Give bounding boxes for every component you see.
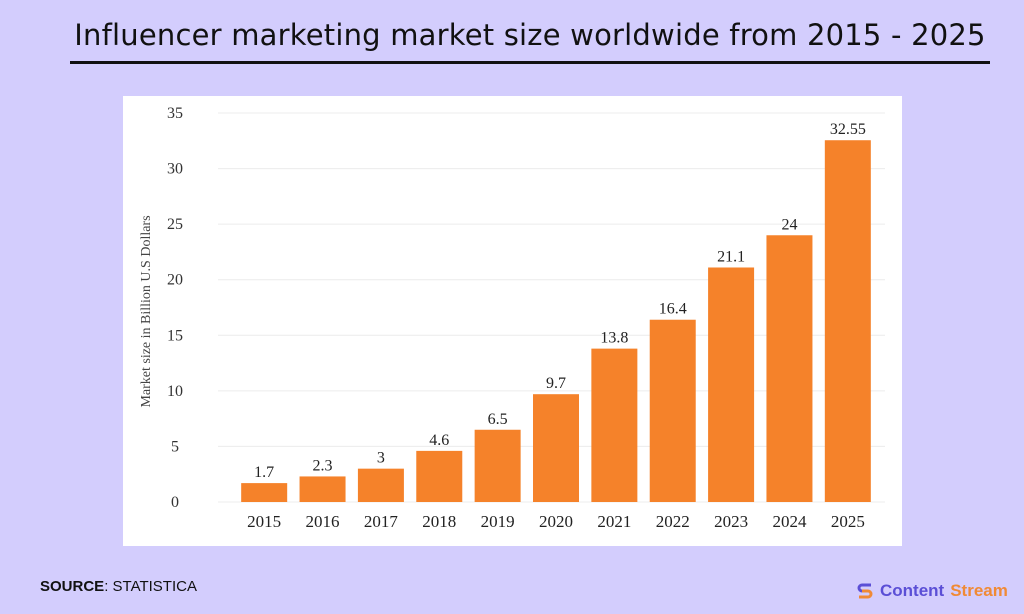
brand-word-content: Content [880,581,945,600]
source-label: SOURCE [40,578,105,595]
data-label: 32.55 [830,121,866,138]
y-tick-label: 25 [167,216,183,233]
x-tick-label: 2017 [364,512,399,531]
bar [591,348,638,502]
x-tick-label: 2020 [539,512,573,531]
bar [474,429,521,502]
bar [766,235,813,502]
y-tick-label: 5 [171,438,179,455]
y-tick-label: 30 [167,161,183,178]
y-tick-label: 15 [167,327,183,344]
y-tick-label: 10 [167,383,183,400]
x-tick-label: 2016 [306,512,340,531]
title-underline [70,61,990,64]
bar [533,394,579,502]
data-label: 3 [377,450,385,467]
bar-chart: 051015202530351.720152.32016320174.62018… [139,105,885,531]
data-label: 13.8 [600,330,628,347]
y-tick-label: 20 [167,272,183,289]
bar [416,450,463,502]
x-tick-label: 2023 [714,512,748,531]
bar [708,267,755,502]
y-tick-label: 35 [167,105,183,122]
source-note: SOURCE: STATISTICA [40,578,197,595]
bar [649,319,696,502]
brand-word-stream: Stream [950,581,1008,600]
x-tick-label: 2019 [481,512,515,531]
bar [299,476,346,502]
data-label: 1.7 [254,464,274,481]
bar [357,468,404,502]
x-tick-label: 2025 [831,512,865,531]
y-tick-label: 0 [171,494,179,511]
x-tick-label: 2024 [772,512,807,531]
data-label: 4.6 [429,432,449,449]
data-label: 24 [781,216,797,233]
x-tick-label: 2018 [422,512,456,531]
x-tick-label: 2021 [597,512,631,531]
chart-panel: 0 5 10 15 20 25 30 35 1.7 2015 2.3 2016 3 2017 4.6 2018… [123,96,902,546]
bar [824,140,871,503]
source-value: : STATISTICA [104,578,197,595]
y-axis-label: Market size in Billion U.S Dollars [139,215,154,407]
bar [241,483,288,502]
data-label: 9.7 [546,375,566,392]
content-stream-logo-icon [857,583,873,599]
page-title: Influencer marketing market size worldwi… [74,18,986,52]
data-label: 2.3 [313,457,333,474]
data-label: 16.4 [659,301,687,318]
data-label: 6.5 [488,411,508,428]
x-tick-label: 2022 [656,512,690,531]
x-tick-label: 2015 [247,512,281,531]
data-label: 21.1 [717,248,745,265]
brand-logo: Content Stream [856,581,1008,601]
